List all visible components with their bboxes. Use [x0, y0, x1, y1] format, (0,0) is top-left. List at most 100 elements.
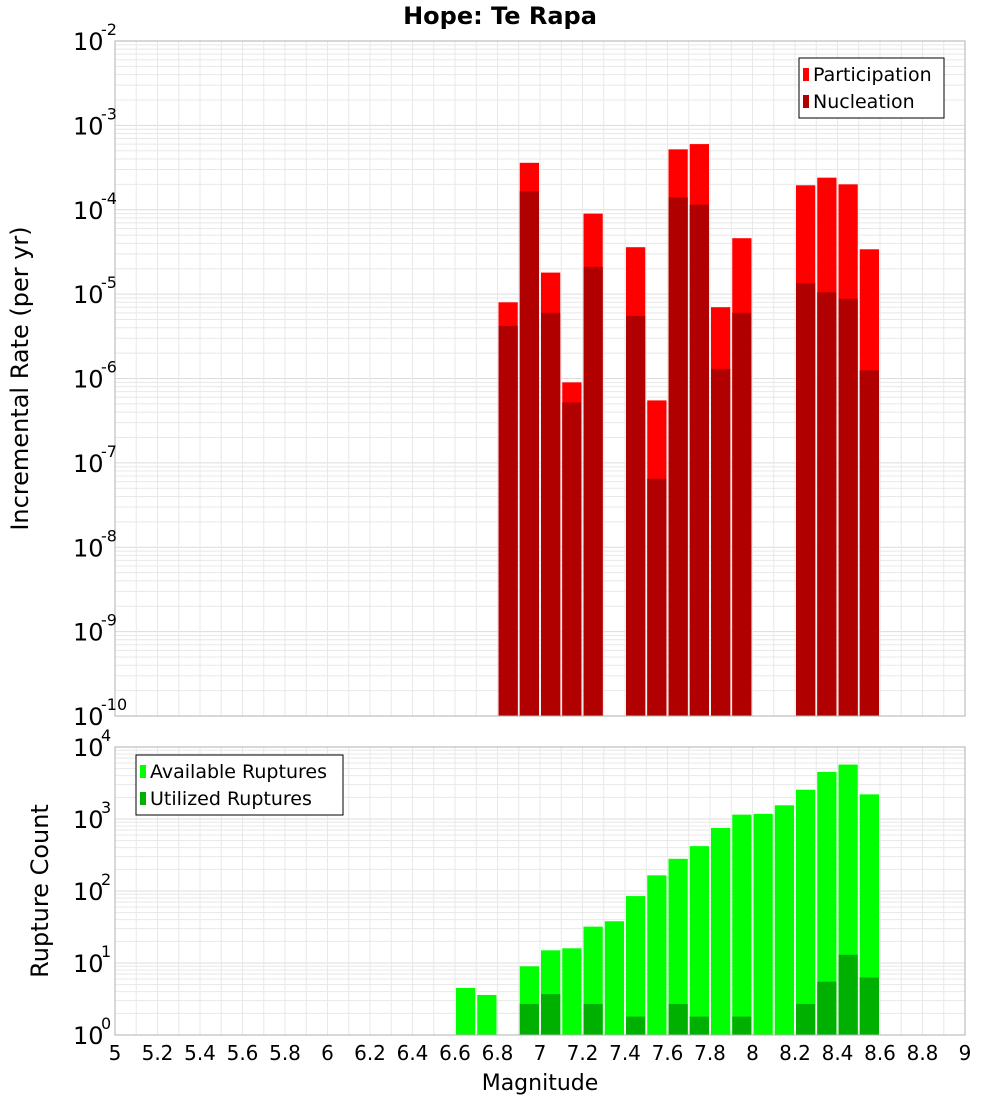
x-tick-label: 8.4 — [822, 1041, 854, 1065]
y-tick-label: 10 — [73, 366, 104, 394]
bar — [817, 981, 837, 1035]
y-tick-label: 10 — [73, 619, 104, 647]
x-tick-label: 5.8 — [269, 1041, 301, 1065]
bar — [732, 1016, 752, 1035]
y-tick-exponent: -5 — [101, 273, 117, 292]
bar — [732, 312, 752, 716]
bar — [647, 478, 667, 716]
bar — [477, 994, 497, 1035]
bar — [859, 977, 879, 1035]
y-tick-exponent: -4 — [101, 189, 117, 208]
legend-swatch — [803, 95, 809, 108]
bar — [668, 858, 688, 1035]
x-tick-label: 5.6 — [227, 1041, 259, 1065]
bar — [689, 204, 709, 717]
bar — [541, 312, 561, 716]
y-tick-label: 10 — [73, 950, 104, 978]
legend-label: Participation — [813, 64, 932, 86]
bar — [711, 827, 731, 1035]
series-available-ruptures — [456, 764, 879, 1035]
y-tick-exponent: -2 — [101, 20, 117, 39]
x-tick-label: 6.6 — [439, 1041, 471, 1065]
bar — [838, 298, 858, 716]
bar — [498, 325, 518, 716]
bar — [859, 370, 879, 716]
bar — [583, 266, 603, 716]
legend-swatch — [140, 792, 146, 805]
x-tick-label: 6.8 — [482, 1041, 514, 1065]
y-tick-exponent: 0 — [101, 1014, 111, 1033]
legend-swatch — [140, 765, 146, 778]
chart-title: Hope: Te Rapa — [403, 2, 597, 30]
bar — [562, 402, 582, 716]
x-tick-label: 6.2 — [354, 1041, 386, 1065]
y-tick-label: 10 — [73, 28, 104, 56]
y-tick-label: 10 — [73, 281, 104, 309]
bar — [668, 197, 688, 717]
y-tick-exponent: -8 — [101, 526, 117, 545]
bar — [626, 896, 646, 1035]
legend-box — [135, 754, 344, 816]
bar — [689, 1016, 709, 1035]
y-tick-exponent: 2 — [101, 870, 111, 889]
y-tick-exponent: 4 — [101, 726, 111, 745]
bar — [604, 921, 624, 1035]
bar — [626, 1016, 646, 1035]
plot-frame — [114, 40, 966, 717]
x-tick-labels: 5 5.2 5.4 5.6 5.8 6 6.2 6.4 6.6 6.8 7 7.2 7.4 7.6 7.8 8… — [109, 1041, 972, 1065]
bar — [456, 987, 476, 1035]
bar — [583, 1003, 603, 1035]
grid — [114, 41, 966, 717]
y-axis-label: Rupture Count — [26, 804, 54, 978]
x-tick-label: 5.2 — [142, 1041, 174, 1065]
y-tick-label: 10 — [73, 450, 104, 478]
legend: Available Ruptures Utilized Ruptures — [135, 754, 344, 816]
bar — [626, 316, 646, 716]
y-tick-label: 10 — [73, 534, 104, 562]
legend-label: Available Ruptures — [150, 761, 327, 783]
bar — [519, 191, 539, 717]
y-tick-label: 10 — [73, 878, 104, 906]
x-tick-label: 7.8 — [694, 1041, 726, 1065]
x-axis-label: Magnitude — [482, 1071, 599, 1096]
bar — [753, 813, 773, 1035]
bar — [562, 948, 582, 1035]
y-tick-exponent: -6 — [101, 358, 117, 377]
x-tick-label: 7 — [534, 1041, 547, 1065]
y-tick-label: 10 — [73, 112, 104, 140]
bar — [519, 1003, 539, 1035]
y-tick-exponent: -10 — [101, 695, 127, 714]
x-tick-label: 5.4 — [184, 1041, 216, 1065]
y-tick-exponent: -7 — [101, 442, 117, 461]
x-tick-label: 6.4 — [397, 1041, 429, 1065]
legend-box — [798, 57, 945, 119]
bar — [817, 292, 837, 716]
bar — [711, 368, 731, 716]
y-tick-exponent: 3 — [101, 798, 111, 817]
bar — [796, 283, 816, 716]
bar — [817, 771, 837, 1035]
plot-frame — [114, 746, 966, 1036]
y-tick-label: 10 — [73, 197, 104, 225]
y-tick-label: 10 — [73, 734, 104, 762]
x-tick-label: 8.2 — [779, 1041, 811, 1065]
legend-swatch — [803, 68, 809, 81]
x-tick-label: 8 — [746, 1041, 759, 1065]
bar — [732, 814, 752, 1035]
x-tick-label: 5 — [109, 1041, 122, 1065]
bar — [541, 994, 561, 1035]
y-tick-exponent: -9 — [101, 611, 117, 630]
x-tick-label: 9 — [959, 1041, 972, 1065]
bar — [689, 846, 709, 1035]
legend-label: Utilized Ruptures — [150, 788, 312, 810]
x-tick-label: 6 — [321, 1041, 334, 1065]
y-tick-exponent: -3 — [101, 104, 117, 123]
y-axis-label: Incremental Rate (per yr) — [6, 226, 34, 530]
bar — [796, 789, 816, 1035]
bar — [647, 875, 667, 1035]
